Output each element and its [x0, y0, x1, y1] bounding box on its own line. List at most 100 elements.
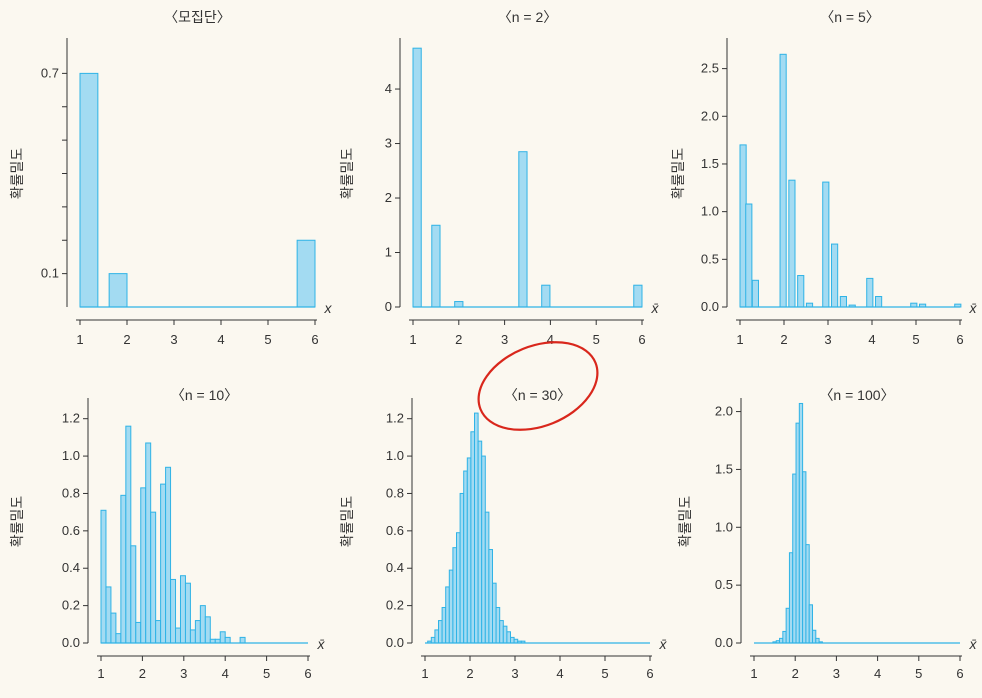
- x-variable-label: x̄: [969, 300, 978, 316]
- x-tick-label: 4: [547, 332, 554, 347]
- panel-title: 〈n = 10〉: [171, 387, 238, 403]
- y-tick-label: 1.5: [715, 461, 733, 476]
- x-tick-label: 2: [780, 332, 787, 347]
- x-tick-label: 6: [956, 332, 963, 347]
- y-tick-label: 0.5: [715, 577, 733, 592]
- x-tick-label: 4: [874, 666, 881, 681]
- panel-title: 〈n = 100〉: [819, 387, 894, 403]
- bar: [239, 636, 246, 644]
- bar: [518, 151, 528, 308]
- panel-title: 〈n = 30〉: [504, 387, 571, 403]
- bar: [454, 301, 464, 308]
- y-tick-label: 0: [385, 299, 392, 314]
- panel-5: 0.0 0.2 0.4 0.6 0.8 1.0 1.2 1 2 3 4 5 6 x̄ 〈n = 30〉 확률밀…: [339, 387, 668, 681]
- bar: [445, 586, 450, 644]
- y-tick-label: 1.0: [62, 448, 80, 463]
- bar: [474, 412, 479, 644]
- x-tick-label: 4: [556, 666, 563, 681]
- panel-3: 0.0 0.5 1.0 1.5 2.0 2.5 1 2 3 4 5 6 x̄ 〈n = 5〉 확률밀도: [670, 9, 978, 347]
- x-tick-label: 3: [511, 666, 518, 681]
- bar: [751, 279, 759, 308]
- x-variable-label: x̄: [651, 300, 660, 316]
- bar: [481, 455, 486, 644]
- bar: [438, 620, 443, 644]
- x-tick-label: 3: [833, 666, 840, 681]
- bar: [822, 181, 830, 308]
- y-tick-label: 1.0: [386, 448, 404, 463]
- bar: [477, 440, 483, 644]
- y-tick-label: 2: [385, 190, 392, 205]
- bar: [434, 629, 439, 644]
- x-tick-label: 1: [750, 666, 757, 681]
- bar: [430, 636, 436, 644]
- bar: [492, 582, 497, 644]
- bar: [779, 53, 787, 308]
- y-tick-label: 1.5: [701, 156, 719, 171]
- y-axis-label: 확률밀도: [9, 496, 25, 548]
- bar: [120, 494, 127, 644]
- bar: [224, 636, 231, 644]
- bar: [463, 470, 468, 644]
- y-tick-label: 0.0: [62, 635, 80, 650]
- bar: [219, 631, 226, 644]
- y-axis-label: 확률밀도: [339, 496, 355, 548]
- bar: [175, 627, 181, 644]
- y-tick-label: 0.4: [386, 560, 404, 575]
- x-tick-label: 1: [76, 332, 83, 347]
- bar: [160, 483, 167, 644]
- bar: [184, 582, 191, 644]
- bar: [150, 511, 157, 644]
- x-variable-label: x̄: [969, 636, 978, 652]
- y-tick-label: 4: [385, 81, 392, 96]
- x-tick-label: 5: [912, 332, 919, 347]
- bar: [441, 606, 447, 644]
- y-tick-label: 2.0: [701, 108, 719, 123]
- bar: [506, 631, 511, 644]
- y-tick-label: 0.0: [386, 635, 404, 650]
- bar: [541, 284, 551, 308]
- y-tick-label: 1.2: [62, 411, 80, 426]
- x-tick-label: 2: [792, 666, 799, 681]
- bar: [499, 620, 504, 644]
- x-tick-label: 5: [263, 666, 270, 681]
- bar: [866, 277, 874, 308]
- y-tick-label: 0.6: [62, 523, 80, 538]
- bar: [108, 273, 128, 308]
- x-tick-label: 6: [311, 332, 318, 347]
- y-tick-label: 3: [385, 136, 392, 151]
- panels: 0.1 0.7 1 2 3 4 5 6 x 〈모집단〉 확률밀도 0 1 2 3 4 1 2 3 4 5 6 x̄ 〈n = …: [9, 9, 978, 681]
- bar: [456, 532, 461, 644]
- bar: [875, 296, 883, 308]
- highlight-circle-n30: [477, 341, 599, 431]
- bar: [165, 466, 172, 644]
- x-tick-label: 1: [736, 332, 743, 347]
- bar: [839, 296, 847, 308]
- bar: [452, 547, 457, 644]
- bar: [204, 616, 211, 644]
- panel-title: 〈n = 2〉: [498, 9, 558, 25]
- bar: [466, 457, 472, 644]
- bar: [194, 620, 201, 644]
- x-tick-label: 3: [501, 332, 508, 347]
- bar: [484, 511, 490, 644]
- bar: [431, 224, 441, 308]
- y-tick-label: 1.0: [715, 519, 733, 534]
- bar: [412, 47, 422, 308]
- bar: [470, 431, 475, 644]
- bar: [130, 545, 137, 644]
- x-tick-label: 3: [170, 332, 177, 347]
- x-tick-label: 4: [217, 332, 224, 347]
- y-tick-label: 1: [385, 245, 392, 260]
- bar: [115, 633, 122, 644]
- y-tick-label: 1.0: [701, 204, 719, 219]
- bar: [502, 625, 508, 644]
- x-tick-label: 5: [264, 332, 271, 347]
- bar: [140, 487, 147, 644]
- x-tick-label: 5: [593, 332, 600, 347]
- bar: [296, 239, 316, 308]
- y-tick-label: 0.2: [62, 598, 80, 613]
- y-tick-label: 0.0: [715, 635, 733, 650]
- x-tick-label: 6: [956, 666, 963, 681]
- y-tick-label: 0.2: [386, 598, 404, 613]
